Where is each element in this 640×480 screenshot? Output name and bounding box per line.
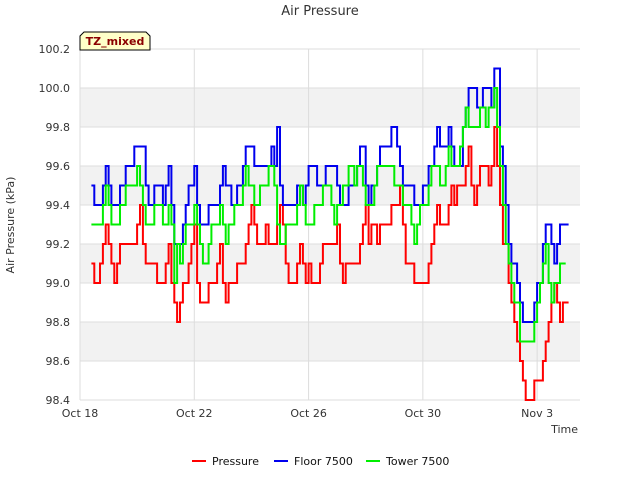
x-tick-label: Oct 18 [62, 407, 99, 420]
background-band [80, 283, 580, 322]
x-tick-label: Oct 30 [405, 407, 442, 420]
background-band [80, 127, 580, 166]
series-lines [91, 67, 569, 401]
tz-badge-box [79, 31, 151, 51]
x-tick-label: Nov 3 [521, 407, 553, 420]
y-tick-label: 99.2 [46, 238, 71, 251]
background-band [80, 244, 580, 283]
y-axis-ticks: 98.4 98.6 98.8 99.0 99.2 99.4 99.6 99.8 100.0 100… [39, 43, 71, 407]
y-axis-label: Air Pressure (kPa) [4, 177, 17, 274]
x-tick-label: Oct 26 [290, 407, 327, 420]
y-tick-label: 100.0 [39, 82, 71, 95]
background-band [80, 49, 580, 88]
y-tick-label: 99.0 [46, 277, 71, 290]
legend: Pressure Floor 7500 Tower 7500 [192, 455, 449, 468]
tz-badge: TZ_mixed [79, 31, 151, 51]
tz-badge-label: TZ_mixed [86, 35, 145, 48]
x-tick-label: Oct 22 [176, 407, 213, 420]
background-band [80, 88, 580, 127]
series-line-floor-7500 [91, 67, 569, 323]
x-axis-ticks: Oct 18 Oct 22 Oct 26 Oct 30 Nov 3 [62, 407, 553, 420]
y-tick-label: 98.4 [46, 394, 71, 407]
legend-label-pressure: Pressure [212, 455, 259, 468]
background-band [80, 361, 580, 400]
legend-label-floor-7500: Floor 7500 [294, 455, 353, 468]
y-tick-label: 99.4 [46, 199, 71, 212]
y-tick-label: 98.8 [46, 316, 71, 329]
y-tick-label: 100.2 [39, 43, 71, 56]
x-axis-label: Time [550, 423, 578, 436]
series-line-tower-7500 [91, 87, 566, 343]
y-tick-label: 99.6 [46, 160, 71, 173]
chart-title: Air Pressure [281, 4, 359, 19]
background-band [80, 322, 580, 361]
y-tick-label: 98.6 [46, 355, 71, 368]
legend-label-tower-7500: Tower 7500 [385, 455, 449, 468]
y-tick-label: 99.8 [46, 121, 71, 134]
